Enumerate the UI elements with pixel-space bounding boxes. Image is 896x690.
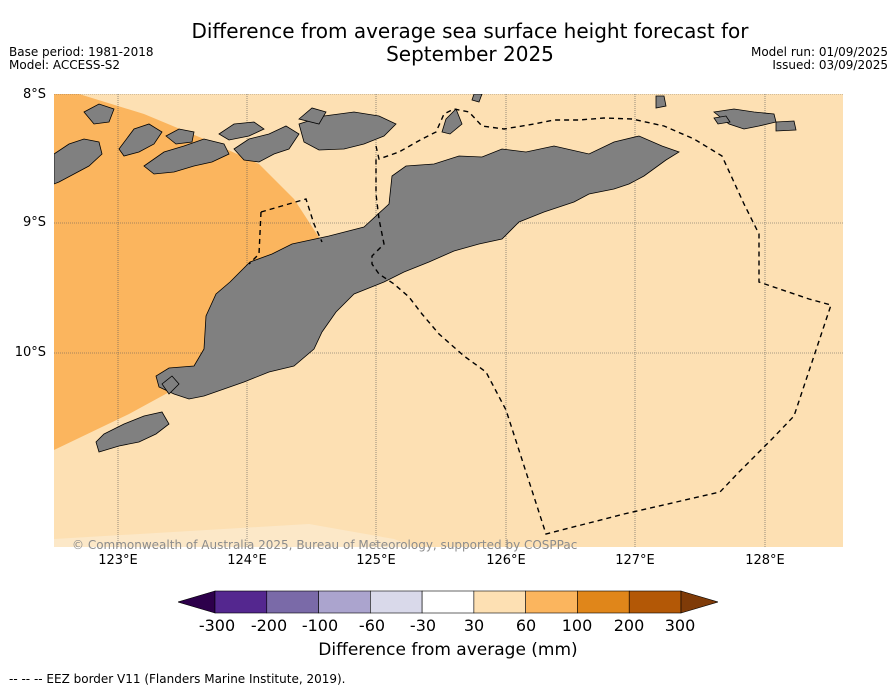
adonara-island bbox=[118, 123, 163, 157]
colorbar-over-arrow bbox=[680, 590, 718, 614]
timor-island bbox=[155, 135, 680, 400]
land-masses bbox=[54, 94, 797, 453]
title-line-2: September 2025 bbox=[386, 42, 554, 66]
anomaly-light-region bbox=[54, 524, 414, 547]
colorbar-tick: 100 bbox=[561, 616, 593, 635]
rote-island bbox=[161, 375, 180, 395]
babar-east bbox=[775, 120, 797, 132]
colorbar-cells bbox=[214, 590, 682, 614]
colorbar-tick: 30 bbox=[463, 616, 485, 635]
model-run-text: Model run: 01/09/2025 bbox=[750, 45, 888, 59]
colorbar-cell bbox=[214, 590, 268, 614]
title-line-1: Difference from average sea surface heig… bbox=[191, 19, 749, 43]
north-islet bbox=[471, 94, 483, 103]
colorbar-tick: -200 bbox=[250, 616, 288, 635]
lat-label-9s: 9°S bbox=[22, 215, 46, 230]
colorbar-tick: 200 bbox=[613, 616, 645, 635]
metadata-right: Model run: 01/09/2025 Issued: 03/09/2025 bbox=[751, 46, 888, 72]
colorbar-tick: -100 bbox=[301, 616, 339, 635]
colorbar-cell bbox=[370, 590, 423, 614]
lembata-island bbox=[143, 138, 230, 175]
colorbar-cell bbox=[266, 590, 319, 614]
chart-title: Difference from average sea surface heig… bbox=[150, 20, 790, 66]
map-panel bbox=[54, 94, 843, 547]
colorbar-tick: 300 bbox=[664, 616, 696, 635]
eez-border bbox=[260, 108, 832, 535]
model-text: Model: ACCESS-S2 bbox=[9, 58, 121, 72]
flores-island bbox=[54, 138, 103, 185]
colorbar-cell bbox=[473, 590, 526, 614]
colorbar-label: Difference from average (mm) bbox=[318, 640, 578, 660]
babar-west bbox=[713, 115, 731, 125]
wetar-west bbox=[233, 125, 300, 163]
lon-label-124e: 124°E bbox=[227, 553, 267, 568]
lon-label-126e: 126°E bbox=[486, 553, 526, 568]
colorbar-tick: 60 bbox=[515, 616, 537, 635]
colorbar-cell bbox=[525, 590, 578, 614]
lomblen-north bbox=[83, 103, 115, 125]
lon-label-128e: 128°E bbox=[745, 553, 785, 568]
metadata-left: Base period: 1981-2018 Model: ACCESS-S2 bbox=[9, 46, 154, 72]
colorbar-cell bbox=[421, 590, 475, 614]
copyright-text: © Commonwealth of Australia 2025, Bureau… bbox=[72, 538, 578, 552]
kisar-north bbox=[298, 107, 327, 125]
alor-island bbox=[218, 121, 265, 141]
colorbar-cell bbox=[318, 590, 371, 614]
romang-island bbox=[441, 108, 463, 135]
eez-legend-note: -- -- -- EEZ border V11 (Flanders Marine… bbox=[9, 672, 346, 686]
anomaly-60-100-region bbox=[54, 94, 322, 450]
lon-label-125e: 125°E bbox=[356, 553, 396, 568]
colorbar-cell bbox=[628, 590, 682, 614]
damar-islet bbox=[655, 95, 667, 109]
lat-label-10s: 10°S bbox=[14, 345, 46, 360]
issued-text: Issued: 03/09/2025 bbox=[772, 58, 888, 72]
lat-label-8s: 8°S bbox=[22, 87, 46, 102]
base-period-text: Base period: 1981-2018 bbox=[9, 45, 154, 59]
wetar-island bbox=[298, 111, 397, 151]
lon-label-127e: 127°E bbox=[615, 553, 655, 568]
colorbar-cell bbox=[577, 590, 630, 614]
semau-island bbox=[95, 411, 170, 453]
colorbar-tick: -300 bbox=[198, 616, 236, 635]
pantar-island bbox=[165, 128, 195, 145]
colorbar-tick: -30 bbox=[409, 616, 437, 635]
colorbar-under-arrow bbox=[178, 590, 216, 614]
colorbar bbox=[178, 590, 718, 614]
lon-label-123e: 123°E bbox=[98, 553, 138, 568]
colorbar-tick: -60 bbox=[358, 616, 386, 635]
